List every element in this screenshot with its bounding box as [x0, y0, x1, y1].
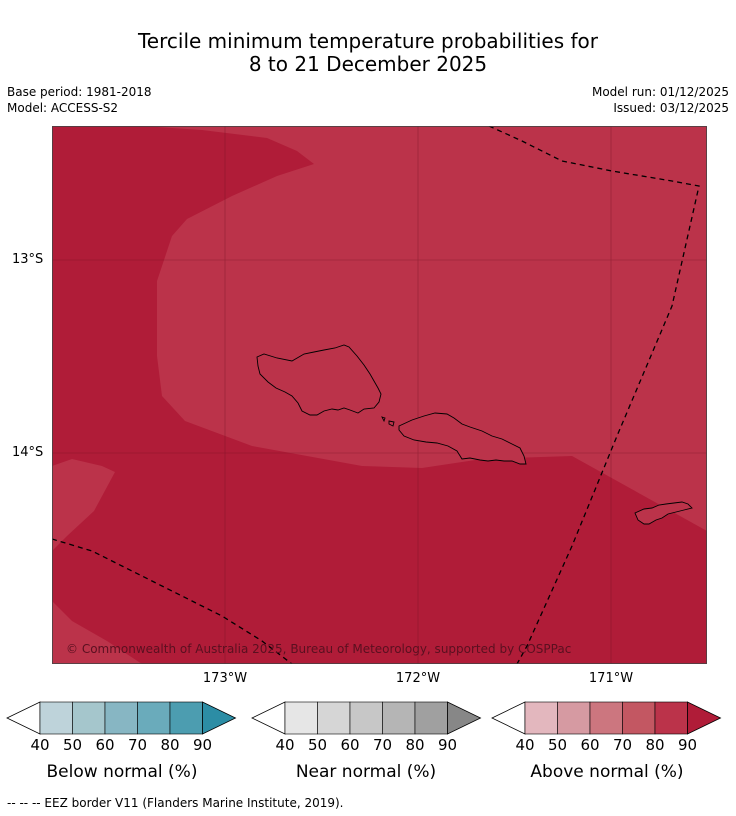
colorbar-above-extend-high	[687, 701, 722, 735]
map-canvas	[52, 126, 707, 664]
map-panel[interactable]	[52, 126, 707, 664]
colorbar-below-bin	[104, 701, 138, 735]
map-title-line2: 8 to 21 December 2025	[248, 52, 488, 76]
manono-islet	[388, 420, 395, 427]
colorbar-title-near: Near normal (%)	[295, 762, 437, 782]
colorbar-near-tick: 70	[372, 736, 393, 754]
lon-label-173w: 173°W	[202, 671, 248, 686]
colorbar-below-extend-high	[202, 701, 237, 735]
colorbar-near-tick: 90	[437, 736, 458, 754]
colorbar-group	[6, 701, 722, 735]
lon-label-172w: 172°W	[395, 671, 441, 686]
map-frame	[52, 126, 707, 664]
colorbar-near-extend-high	[447, 701, 482, 735]
colorbar-below-bin	[137, 701, 171, 735]
meta-left: Base period: 1981-2018 Model: ACCESS-S2	[7, 84, 152, 116]
colorbar-near-tick: 40	[275, 736, 295, 754]
base-period: Base period: 1981-2018	[7, 85, 152, 99]
lat-label-14s: 14°S	[12, 445, 44, 460]
colorbar-above-tick: 80	[645, 736, 665, 754]
colorbar-below-tick: 90	[192, 736, 213, 754]
apolima-islet	[381, 416, 386, 423]
colorbar-above-tick: 40	[515, 736, 535, 754]
graticule	[52, 126, 707, 664]
colorbar-title-below: Below normal (%)	[46, 762, 198, 782]
colorbar-above-tick: 50	[547, 736, 568, 754]
meta-right: Model run: 01/12/2025 Issued: 03/12/2025	[592, 84, 729, 116]
colorbar-near-bin	[317, 701, 351, 735]
map-title-line1: Tercile minimum temperature probabilitie…	[137, 29, 599, 53]
colorbar-below-tick: 80	[160, 736, 180, 754]
prob-region-80-southwest	[52, 601, 142, 664]
upolu-island	[398, 412, 527, 465]
model-name: Model: ACCESS-S2	[7, 101, 119, 115]
colorbar-above-bin	[557, 701, 591, 735]
copyright-notice: © Commonwealth of Australia 2025, Bureau…	[66, 642, 572, 656]
colorbar-above-bin	[654, 701, 688, 735]
colorbar-title-above: Above normal (%)	[530, 762, 684, 782]
colorbar-below-tick: 50	[62, 736, 83, 754]
colorbar-above-tick: 60	[580, 736, 600, 754]
colorbar-near-bin	[284, 701, 318, 735]
colorbar-near-bin	[414, 701, 448, 735]
eez-border-east	[488, 126, 700, 664]
colorbar-above-bin	[622, 701, 656, 735]
tutuila-island	[634, 501, 693, 525]
colorbar-near-bin	[349, 701, 383, 735]
colorbar-near-bin	[382, 701, 416, 735]
colorbar-above-extend-low	[491, 701, 526, 735]
colorbar-near-tick: 50	[307, 736, 328, 754]
prob-region-80	[142, 126, 707, 531]
prob-region-80-west	[52, 459, 115, 551]
issued-date: Issued: 03/12/2025	[613, 101, 729, 115]
colorbar-below-tick: 40	[30, 736, 50, 754]
eez-border-southwest	[52, 538, 293, 664]
model-run: Model run: 01/12/2025	[591, 85, 729, 99]
colorbar-below-extend-low	[6, 701, 41, 735]
colorbar-above-bin	[589, 701, 623, 735]
savaii-island	[256, 344, 382, 416]
eez-footnote: -- -- -- EEZ border V11 (Flanders Marine…	[7, 796, 344, 810]
lat-label-13s: 13°S	[12, 252, 44, 267]
lon-label-171w: 171°W	[588, 671, 634, 686]
map-title: Tercile minimum temperature probabilitie…	[0, 30, 736, 76]
colorbar-near-tick: 60	[340, 736, 360, 754]
colorbar-below-bin	[39, 701, 73, 735]
colorbar-below-tick: 60	[95, 736, 115, 754]
colorbar-above-tick: 90	[677, 736, 698, 754]
colorbar-below-bin	[72, 701, 106, 735]
colorbar-near-extend-low	[251, 701, 286, 735]
colorbar-above-bin	[524, 701, 558, 735]
colorbar-below-tick: 70	[127, 736, 148, 754]
colorbar-below-bin	[169, 701, 203, 735]
colorbar-near-tick: 80	[405, 736, 425, 754]
colorbar-above-tick: 70	[612, 736, 633, 754]
